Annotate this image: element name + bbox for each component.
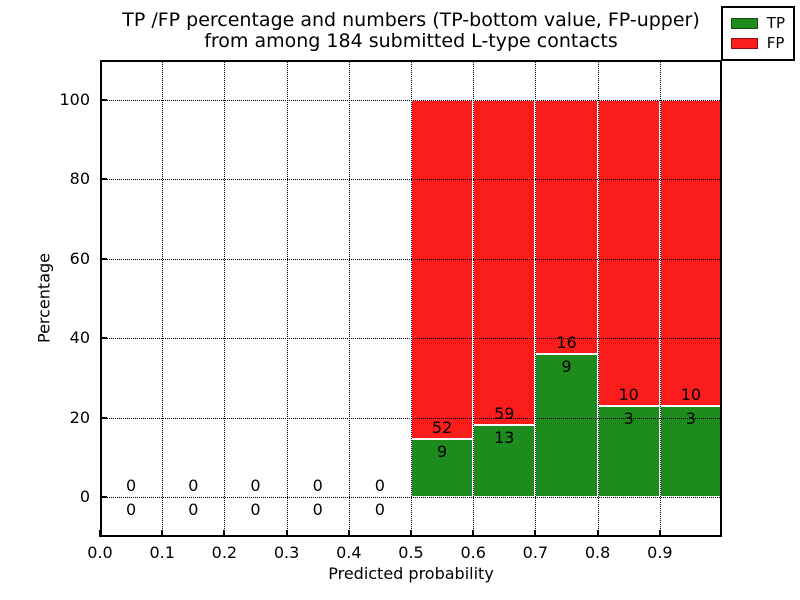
fp-count-label: 0 [312,476,323,496]
gridline-vertical [659,60,661,537]
tp-count-label: 3 [623,408,634,428]
x-tick-label: 0.6 [460,543,486,562]
bar-segment-tp [473,425,536,498]
fp-count-label: 16 [556,333,577,353]
gridline-vertical [535,60,537,537]
x-tick-label: 0.2 [211,543,238,562]
x-tick [285,530,288,537]
tp-count-label: 0 [312,500,323,520]
plot-area: 0 0 0 0 0 0 0 0 0 0 52 9 59 13 16 9 10 3 10 3 [99,60,722,537]
tp-count-label: 9 [437,441,448,461]
legend-swatch-fp [730,38,758,49]
legend-swatch-tp [730,18,758,29]
bar-segment-fp [473,99,536,426]
x-tick-label: 0.1 [149,543,175,562]
tp-count-label: 0 [250,500,261,520]
y-tick [100,98,107,101]
x-tick-label: 0.4 [336,543,362,562]
tp-count-label: 3 [685,408,696,428]
y-tick-label: 60 [69,248,90,268]
x-tick-label: 0.0 [87,543,113,562]
x-tick [223,530,226,537]
y-tick-label: 20 [69,407,90,427]
bar-segment-tp [411,438,474,498]
x-tick [99,530,101,537]
tp-count-label: 0 [374,500,385,520]
bar-segment-fp [597,99,660,406]
gridline-vertical [348,60,350,537]
y-tick [100,257,107,260]
y-tick-label: 40 [69,328,90,348]
bar-segment-tp [597,405,660,498]
y-tick [100,337,107,340]
y-tick [100,416,107,419]
y-tick-label: 80 [69,169,90,189]
fp-count-label: 52 [431,417,453,437]
legend-item-label: TP [766,14,785,32]
fp-count-label: 10 [618,384,639,404]
y-tick [100,496,107,499]
chart-title-line2: from among 184 submitted L-type contacts [204,30,618,52]
fp-count-label: 59 [494,404,515,424]
fp-count-label: 0 [250,476,261,496]
fp-count-label: 10 [680,384,702,404]
x-tick [410,530,412,537]
legend-item-label: FP [766,34,785,52]
x-axis-label: Predicted probability [328,564,494,583]
x-tick [347,530,350,537]
chart-title-line1: TP /FP percentage and numbers (TP-bottom… [122,9,700,31]
tp-count-label: 0 [126,500,137,520]
x-tick-label: 0.3 [273,543,300,562]
fp-count-label: 0 [374,476,385,496]
x-tick [472,530,475,537]
x-tick-label: 0.7 [522,543,549,562]
x-tick [534,530,537,537]
gridline-vertical [411,60,412,537]
fp-count-label: 0 [188,476,199,496]
y-tick-label: 0 [79,487,90,507]
tp-count-label: 0 [188,500,199,520]
gridline-vertical [224,60,226,537]
legend-item: FP [730,34,785,52]
chart-title: TP /FP percentage and numbers (TP-bottom… [100,10,722,52]
x-tick-label: 0.8 [584,543,611,562]
tp-count-label: 9 [561,357,572,377]
bar-segment-fp [411,99,474,439]
gridline-vertical [162,60,164,537]
legend-item: TP [730,14,785,32]
gridline-vertical [597,60,599,537]
bar-segment-fp [659,99,722,406]
x-tick-label: 0.5 [398,543,424,562]
x-tick [658,530,661,537]
gridline-vertical [286,60,288,537]
legend: TP FP [720,6,795,61]
x-tick-label: 0.9 [647,543,673,562]
y-tick [100,178,107,181]
bar-segment-fp [535,99,598,355]
x-tick [161,530,164,537]
x-tick [596,530,599,537]
tp-count-label: 13 [494,428,515,448]
gridline-vertical [473,60,475,537]
fp-count-label: 0 [126,476,137,496]
y-tick-label: 100 [59,89,90,109]
